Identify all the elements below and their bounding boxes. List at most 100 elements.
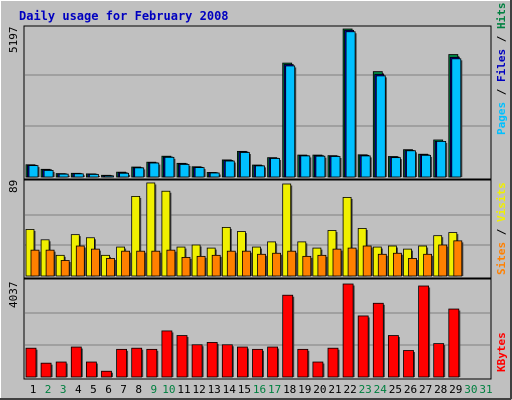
bar-kbytes bbox=[312, 361, 324, 378]
bar-pages bbox=[421, 154, 432, 178]
bar-sites bbox=[226, 250, 236, 277]
bar-sites bbox=[75, 245, 85, 277]
day-label: 30 bbox=[464, 383, 477, 396]
bar-kbytes bbox=[387, 335, 399, 378]
day-label: 12 bbox=[192, 383, 205, 396]
legend-hits: Hits bbox=[495, 3, 508, 30]
bar-sites bbox=[196, 255, 206, 277]
bar-pages bbox=[28, 165, 39, 178]
bar-sites bbox=[211, 254, 221, 277]
bar-kbytes bbox=[40, 362, 52, 378]
bar-pages bbox=[104, 175, 114, 178]
legend-files: Files bbox=[495, 49, 508, 82]
bar-sites bbox=[453, 240, 463, 277]
day-label: 13 bbox=[208, 383, 221, 396]
bar-pages bbox=[149, 162, 160, 178]
bar-kbytes bbox=[206, 342, 218, 378]
bar-sites bbox=[60, 260, 70, 277]
bar-kbytes bbox=[70, 346, 82, 378]
bar-pages bbox=[179, 164, 190, 178]
x-axis-day-labels: 1 2 3 4 5 6 7 8 9 10 11 12 13 14 15 16 17 18 19 20 21 22 23 24 2… bbox=[30, 383, 493, 396]
bar-pages bbox=[315, 155, 326, 178]
bar-sites bbox=[317, 254, 327, 277]
bar-pages bbox=[300, 155, 311, 178]
bar-pages bbox=[209, 172, 220, 178]
day-label: 23 bbox=[359, 383, 372, 396]
legend-sep-2: / bbox=[495, 29, 508, 49]
panel2-max-label: 89 bbox=[7, 180, 20, 193]
bar-kbytes bbox=[221, 344, 233, 378]
day-label: 25 bbox=[389, 383, 402, 396]
bar-pages bbox=[255, 165, 265, 178]
bar-pages bbox=[330, 156, 341, 178]
bar-kbytes bbox=[116, 348, 127, 378]
bar-kbytes bbox=[101, 370, 112, 378]
bar-sites bbox=[91, 248, 100, 277]
day-label: 29 bbox=[449, 383, 462, 396]
bar-kbytes bbox=[191, 344, 203, 378]
bar-sites bbox=[423, 253, 433, 277]
bar-kbytes bbox=[252, 348, 263, 378]
bar-kbytes bbox=[448, 308, 460, 378]
bar-sites bbox=[302, 255, 312, 277]
bar-visits bbox=[342, 197, 352, 277]
day-label: 8 bbox=[135, 383, 142, 396]
bar-kbytes bbox=[372, 302, 384, 378]
bar-pages bbox=[390, 157, 401, 178]
bar-sites bbox=[45, 249, 55, 277]
bar-pages bbox=[345, 31, 356, 178]
day-label: 3 bbox=[60, 383, 67, 396]
bar-kbytes bbox=[131, 347, 143, 378]
bar-pages bbox=[285, 65, 296, 178]
bar-sites bbox=[136, 250, 146, 277]
bar-kbytes bbox=[342, 283, 354, 378]
grid-lines bbox=[25, 74, 490, 346]
legend-visits: Visits bbox=[495, 182, 508, 222]
panel3-max-label: 4037 bbox=[7, 282, 20, 309]
bar-visits bbox=[131, 196, 141, 277]
day-label: 7 bbox=[120, 383, 127, 396]
bar-kbytes bbox=[418, 285, 430, 378]
bar-kbytes bbox=[86, 361, 97, 378]
bar-sites bbox=[362, 245, 372, 277]
bar-kbytes bbox=[357, 315, 369, 378]
bar-pages bbox=[119, 172, 129, 178]
bar-pages bbox=[43, 170, 54, 178]
bar-kbytes bbox=[403, 350, 414, 378]
bar-sites bbox=[241, 250, 251, 277]
bar-kbytes bbox=[433, 343, 445, 378]
bar-sites bbox=[257, 253, 266, 277]
bar-pages bbox=[360, 155, 371, 178]
bar-visits bbox=[282, 183, 292, 277]
bar-pages bbox=[164, 156, 175, 178]
bar-pages bbox=[239, 152, 250, 178]
legend-visits-sites: Sites / Visits bbox=[495, 182, 508, 275]
day-label: 24 bbox=[374, 383, 388, 396]
day-label: 10 bbox=[162, 383, 175, 396]
day-label: 21 bbox=[328, 383, 341, 396]
bar-kbytes bbox=[161, 330, 173, 378]
bar-kbytes bbox=[25, 347, 37, 378]
bar-kbytes bbox=[236, 346, 248, 378]
bar-sites bbox=[272, 252, 282, 277]
bar-sites bbox=[438, 244, 448, 277]
day-label: 26 bbox=[404, 383, 417, 396]
day-label: 22 bbox=[343, 383, 356, 396]
day-label: 15 bbox=[238, 383, 251, 396]
day-label: 17 bbox=[268, 383, 281, 396]
bar-kbytes bbox=[55, 361, 67, 378]
day-label: 18 bbox=[283, 383, 296, 396]
bar-sites bbox=[166, 249, 176, 277]
bar-pages bbox=[375, 75, 386, 178]
bar-pages bbox=[194, 167, 205, 178]
legend-kbytes: KBytes bbox=[495, 332, 508, 372]
bar-pages bbox=[270, 158, 281, 178]
bar-sites bbox=[408, 258, 417, 277]
day-label: 2 bbox=[45, 383, 52, 396]
bar-visits bbox=[146, 182, 156, 277]
legend-hits-files-pages: Pages / Files / Hits bbox=[495, 3, 508, 136]
day-label: 6 bbox=[105, 383, 112, 396]
day-label: 14 bbox=[223, 383, 237, 396]
bar-sites bbox=[151, 250, 161, 277]
